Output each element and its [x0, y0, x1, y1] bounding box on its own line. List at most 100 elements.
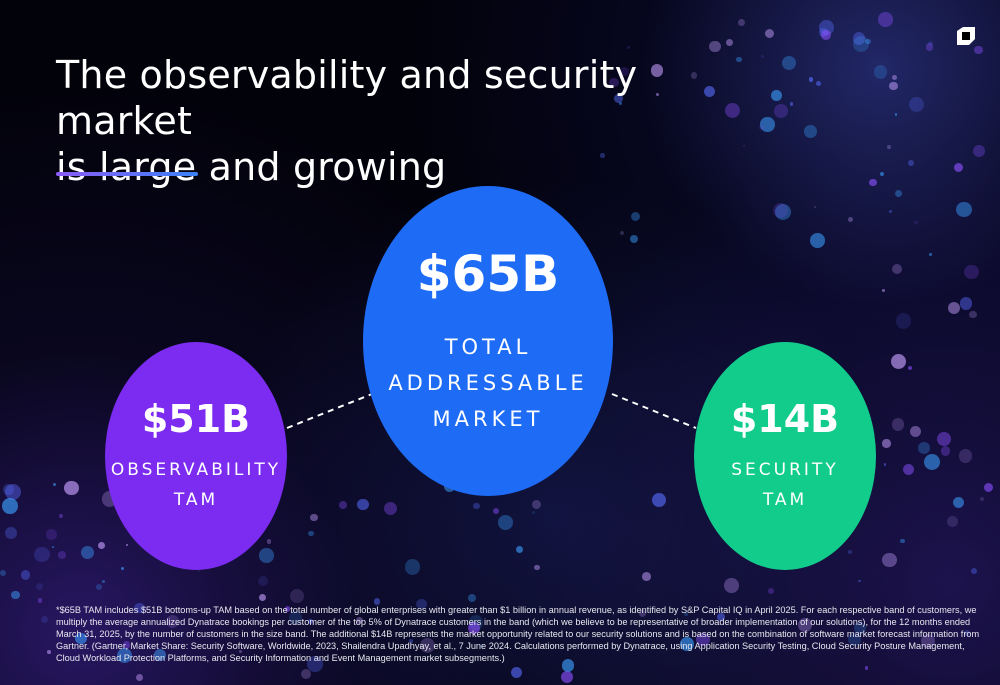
bokeh-dot — [813, 205, 816, 209]
bokeh-dot — [259, 548, 274, 563]
bokeh-dot — [600, 153, 605, 158]
bokeh-dot — [153, 648, 166, 661]
bokeh-dot — [58, 513, 64, 518]
bokeh-dot — [953, 497, 965, 509]
bokeh-dot — [35, 582, 43, 591]
bokeh-dot — [948, 301, 960, 314]
bokeh-dot — [848, 549, 853, 554]
bokeh-dot — [285, 606, 291, 612]
bokeh-dot — [639, 610, 647, 618]
bokeh-dot — [774, 103, 788, 118]
connector-left — [286, 393, 373, 429]
bokeh-dot — [895, 313, 911, 329]
bokeh-dot — [865, 38, 871, 44]
bokeh-dot — [136, 673, 144, 681]
bokeh-dot — [310, 513, 318, 521]
bokeh-dot — [37, 598, 42, 603]
bokeh-dot — [308, 618, 314, 624]
total-market-label-2: ADDRESSABLE — [388, 371, 588, 395]
total-market-amount: $65B — [416, 245, 560, 303]
bokeh-dot — [858, 579, 861, 583]
bokeh-dot — [892, 74, 898, 80]
bokeh-dot — [179, 632, 184, 637]
bokeh-dot — [121, 567, 125, 571]
bokeh-dot — [404, 558, 421, 575]
bokeh-dot — [764, 28, 775, 39]
footnote: *$65B TAM includes $51B bottoms-up TAM b… — [56, 605, 980, 663]
bokeh-dot — [1, 498, 18, 514]
observability-tam-label-1: OBSERVABILITY — [110, 460, 282, 480]
bokeh-dot — [908, 96, 925, 112]
bokeh-dot — [882, 552, 897, 568]
bokeh-dot — [883, 463, 886, 466]
bokeh-dot — [5, 527, 18, 540]
bokeh-dot — [468, 622, 481, 635]
bokeh-dot — [808, 77, 814, 82]
bokeh-dot — [416, 598, 427, 609]
bokeh-dot — [894, 112, 898, 116]
bokeh-dot — [532, 510, 536, 514]
bokeh-dot — [656, 93, 660, 97]
bokeh-dot — [338, 501, 348, 510]
bokeh-dot — [116, 647, 133, 663]
bokeh-dot — [899, 538, 905, 544]
bokeh-dot — [5, 484, 22, 501]
bokeh-dot — [642, 572, 652, 581]
bokeh-dot — [534, 565, 540, 571]
bokeh-dot — [651, 492, 667, 508]
bokeh-dot — [954, 163, 964, 173]
page-title-line-1: The observability and security market — [56, 53, 638, 143]
bokeh-dot — [760, 55, 764, 59]
bokeh-dot — [737, 19, 745, 27]
bokeh-dot — [709, 40, 721, 53]
bokeh-dot — [927, 41, 934, 47]
bokeh-dot — [629, 235, 638, 244]
bokeh-dot — [964, 264, 980, 280]
bokeh-dot — [925, 43, 934, 51]
bokeh-dot — [125, 543, 128, 546]
bokeh-dot — [853, 36, 869, 52]
bokeh-dot — [767, 588, 774, 595]
bokeh-dot — [902, 464, 914, 476]
bokeh-dot — [928, 252, 933, 256]
bokeh-dot — [798, 617, 813, 633]
bokeh-dot — [946, 515, 959, 528]
bokeh-dot — [41, 616, 48, 623]
bokeh-dot — [804, 125, 817, 138]
bokeh-dot — [473, 503, 480, 510]
bokeh-dot — [771, 90, 782, 101]
bokeh-dot — [775, 204, 792, 221]
bokeh-dot — [613, 93, 623, 103]
bokeh-dot — [289, 588, 304, 603]
bokeh-dot — [760, 117, 775, 132]
page-title-line-2: is large and growing — [56, 145, 447, 189]
bokeh-dot — [815, 80, 822, 87]
bokeh-dot — [47, 649, 52, 654]
bokeh-dot — [690, 71, 698, 79]
observability-tam-label-2: TAM — [173, 490, 219, 510]
bokeh-dot — [956, 201, 972, 218]
security-tam-circle: $14B SECURITY TAM — [694, 342, 876, 570]
bokeh-dot — [695, 632, 710, 647]
total-market-label-3: MARKET — [432, 407, 544, 431]
bokeh-dot — [627, 45, 631, 50]
bokeh-dot — [724, 578, 739, 593]
bokeh-dot — [308, 530, 314, 537]
bokeh-dot — [726, 38, 734, 46]
bokeh-dot — [630, 211, 640, 221]
bokeh-dot — [758, 124, 765, 131]
bokeh-dot — [854, 622, 866, 635]
bokeh-dot — [197, 569, 200, 573]
bokeh-dot — [619, 230, 625, 236]
bokeh-dot — [891, 263, 902, 275]
page-title: The observability and security market is… — [56, 52, 756, 190]
bokeh-dot — [95, 583, 102, 590]
bokeh-dot — [964, 630, 971, 637]
bokeh-dot — [959, 297, 973, 310]
bokeh-dot — [98, 541, 106, 549]
bokeh-dot — [973, 145, 986, 157]
bokeh-dot — [419, 638, 435, 654]
bokeh-dot — [847, 632, 862, 646]
bokeh-dot — [561, 659, 575, 672]
bokeh-dot — [881, 288, 886, 293]
